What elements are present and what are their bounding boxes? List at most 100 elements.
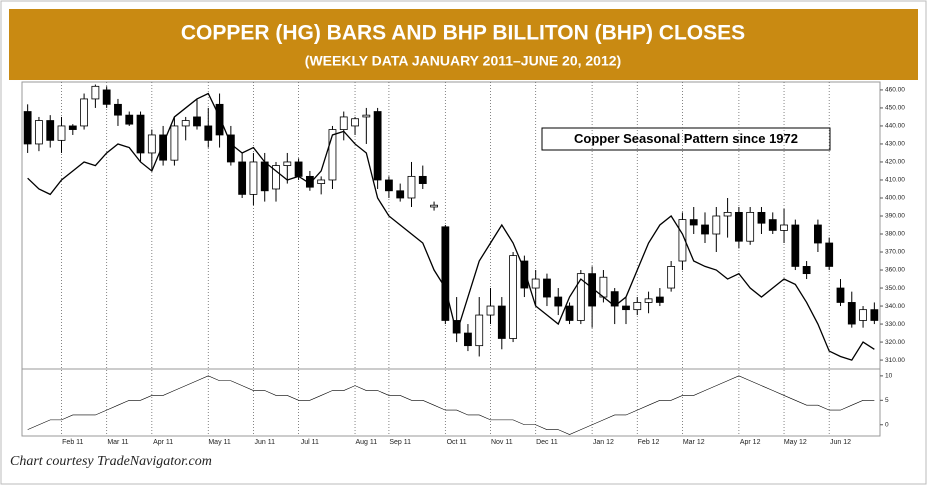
candle-body [430, 204, 438, 208]
y-tick-label: 460.00 [885, 87, 905, 94]
y-tick-label: 450.00 [885, 105, 905, 112]
candle-body [847, 302, 856, 325]
x-tick-label: Apr 11 [153, 439, 173, 446]
x-tick-label: Jun 11 [254, 439, 275, 446]
candle-body [249, 161, 258, 195]
candle-body [814, 224, 822, 244]
y-tick-label: 420.00 [885, 159, 905, 166]
x-tick-label: May 11 [208, 439, 231, 446]
candle-body [362, 114, 371, 118]
lower-indicator-line [27, 375, 875, 435]
candle-body [655, 296, 664, 303]
candle-body [723, 211, 732, 217]
y-tick-label: 320.00 [885, 339, 905, 346]
candle-body [565, 305, 574, 321]
candle-body [226, 134, 235, 163]
y2-tick-label: 0 [885, 421, 889, 428]
candle-body [159, 134, 168, 161]
candle-body [147, 134, 156, 154]
candle-body [46, 120, 55, 141]
y-tick-label: 340.00 [885, 303, 905, 310]
y-tick-label: 350.00 [885, 285, 905, 292]
candle-body [464, 332, 472, 347]
x-tick-label: Dec 11 [536, 439, 558, 446]
credit: Chart courtesy TradeNavigator.com [10, 454, 212, 469]
plot-frame [21, 81, 881, 437]
x-tick-label: Apr 12 [740, 439, 761, 446]
y-tick-label: 330.00 [885, 321, 905, 328]
legend-box [541, 127, 831, 151]
candle-body [181, 120, 190, 127]
candle-body [701, 224, 709, 235]
candle-body [836, 287, 845, 303]
candle-body [272, 165, 280, 190]
y-tick-label: 390.00 [885, 213, 905, 220]
y-tick-label: 410.00 [885, 177, 905, 184]
candle-body [633, 302, 642, 311]
candle-body [407, 175, 416, 199]
candle-body [23, 111, 32, 145]
candle-body [497, 305, 506, 339]
y-tick-label: 310.00 [885, 357, 905, 364]
candle-body [114, 103, 122, 116]
candle-body [91, 85, 100, 100]
candle-body [576, 273, 585, 321]
candle-body [543, 278, 551, 298]
candle-body [125, 114, 134, 125]
candle-body [678, 219, 687, 262]
candle-body [102, 89, 111, 105]
x-tick-label: Aug 11 [355, 439, 377, 446]
candle-body [193, 116, 201, 127]
candle-body [780, 224, 788, 231]
x-tick-label: Oct 11 [447, 439, 467, 446]
candle-body [689, 219, 698, 226]
y-tick-label: 430.00 [885, 141, 905, 148]
candle-body [791, 224, 800, 267]
y-tick-label: 380.00 [885, 231, 905, 238]
x-tick-label: Jul 11 [301, 439, 319, 446]
candle-body [339, 116, 348, 130]
candle-body [825, 242, 834, 267]
seasonal-line [27, 92, 875, 361]
candle-body [644, 298, 653, 303]
candle-body [57, 125, 66, 141]
candle-body [768, 219, 777, 231]
x-tick-label: Mar 12 [683, 439, 705, 446]
candle-body [328, 129, 337, 181]
candle-body [418, 175, 427, 184]
x-tick-label: Mar 11 [107, 439, 128, 446]
candle-body [136, 114, 145, 154]
x-tick-label: May 12 [784, 439, 807, 446]
candle-body [283, 161, 292, 166]
header [9, 9, 918, 80]
candle-body [260, 161, 269, 192]
candle-body [870, 309, 879, 321]
candle-body [520, 260, 529, 289]
candle-body [599, 276, 608, 298]
candle-body [475, 314, 484, 347]
x-tick-label: Jan 12 [593, 439, 614, 446]
candle-body [80, 98, 88, 127]
y-tick-label: 440.00 [885, 123, 905, 130]
candle-body [204, 125, 213, 141]
candle-body [509, 255, 517, 339]
y-tick-label: 370.00 [885, 249, 905, 256]
candle-body [396, 190, 405, 199]
chart-subtitle: (WEEKLY DATA JANUARY 2011–JUNE 20, 2012) [305, 53, 621, 69]
candle-body [238, 161, 247, 195]
y-tick-label: 360.00 [885, 267, 905, 274]
candle-body [588, 273, 597, 307]
candle-body [486, 305, 495, 316]
candle-body [35, 120, 43, 145]
candle-body [373, 111, 382, 181]
y-tick-label: 400.00 [885, 195, 905, 202]
candle-body [746, 211, 755, 242]
candle-body [859, 309, 867, 321]
x-tick-label: Jun 12 [830, 439, 851, 446]
candle-body [385, 179, 393, 192]
x-tick-label: Feb 12 [638, 439, 660, 446]
candle-body [215, 103, 224, 136]
candle-body [757, 211, 766, 224]
candle-body [531, 278, 540, 289]
